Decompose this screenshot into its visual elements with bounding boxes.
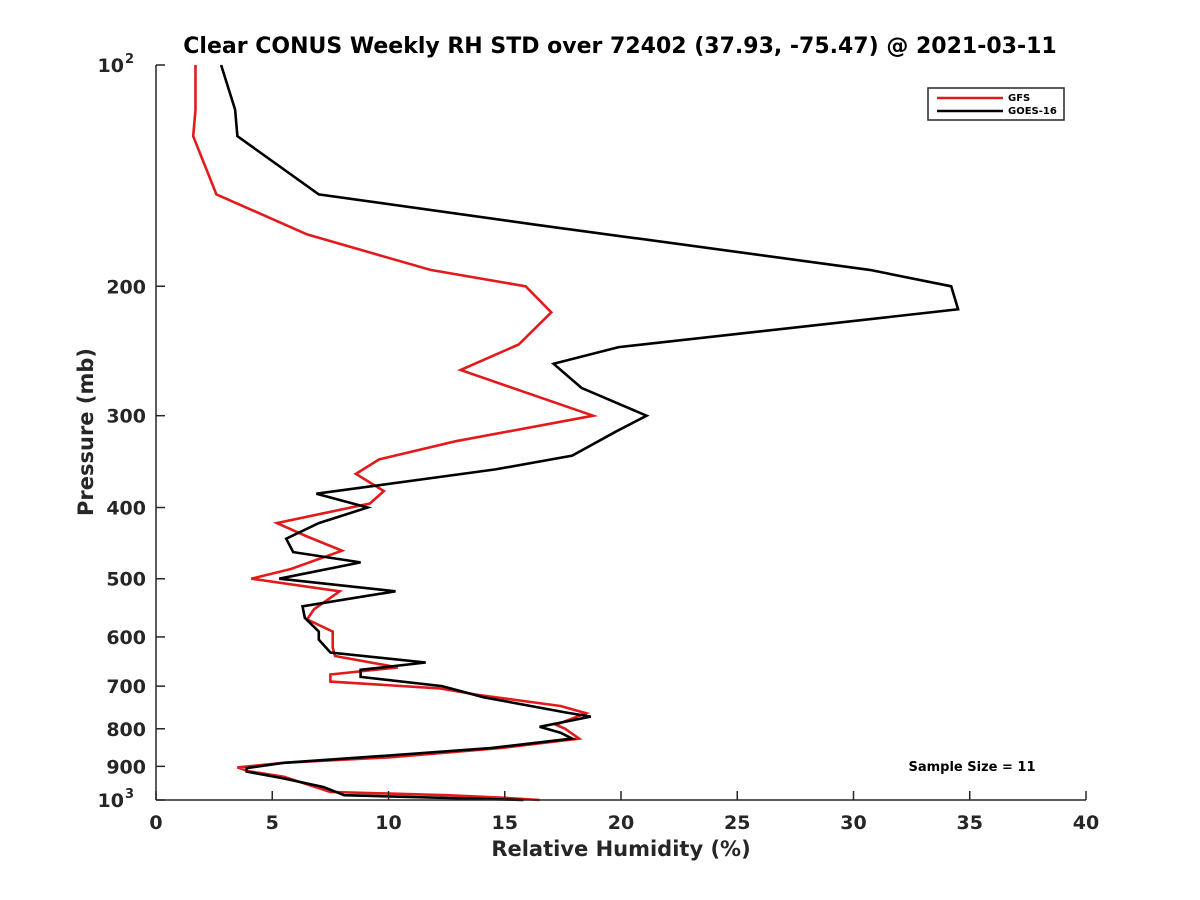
series-line-goes-16 [219, 64, 960, 802]
y-tick-exponent: 3 [125, 787, 134, 802]
x-tick-label: 0 [149, 812, 162, 834]
legend-box [927, 87, 1065, 121]
y-tick-label: 800 [106, 719, 146, 741]
sample-size-annotation: Sample Size = 11 [908, 760, 1035, 775]
x-ticks: 0 5 10 15 20 25 30 35 40 [149, 791, 1099, 834]
y-tick-label: 900 [106, 756, 146, 778]
x-axis-label: Relative Humidity (%) [491, 837, 750, 861]
y-tick-label: 700 [106, 676, 146, 698]
series-layer [191, 64, 960, 802]
y-tick-label: 400 [106, 498, 146, 520]
y-tick-label: 500 [106, 569, 146, 591]
y-tick-label: 300 [106, 406, 146, 428]
y-tick-label: 200 [106, 276, 146, 298]
y-tick-label: 10 [98, 790, 124, 812]
y-tick-label: 10 [98, 55, 124, 77]
x-tick-label: 40 [1073, 812, 1099, 834]
x-tick-label: 15 [492, 812, 518, 834]
x-tick-label: 35 [957, 812, 983, 834]
x-tick-label: 30 [840, 812, 866, 834]
x-tick-label: 10 [375, 812, 401, 834]
y-tick-label: 600 [106, 627, 146, 649]
legend: GFS GOES-16 [927, 87, 1065, 121]
x-tick-label: 25 [724, 812, 750, 834]
x-tick-label: 20 [608, 812, 634, 834]
chart-title: Clear CONUS Weekly RH STD over 72402 (37… [183, 34, 1056, 59]
legend-label-goes16: GOES-16 [1008, 106, 1057, 117]
x-tick-label: 5 [266, 812, 279, 834]
legend-label-gfs: GFS [1008, 93, 1030, 104]
y-tick-exponent: 2 [125, 52, 134, 67]
y-axis-label: Pressure (mb) [74, 348, 98, 516]
